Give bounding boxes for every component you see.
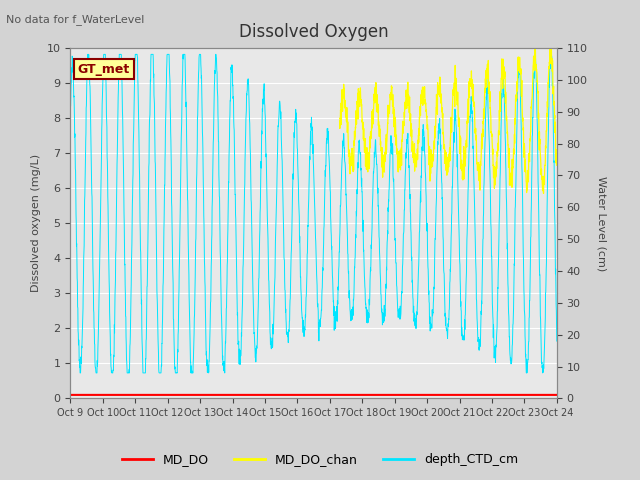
Text: No data for f_WaterLevel: No data for f_WaterLevel <box>6 14 145 25</box>
Legend: MD_DO, MD_DO_chan, depth_CTD_cm: MD_DO, MD_DO_chan, depth_CTD_cm <box>116 448 524 471</box>
Y-axis label: Dissolved oxygen (mg/L): Dissolved oxygen (mg/L) <box>31 154 41 292</box>
Y-axis label: Water Level (cm): Water Level (cm) <box>597 176 607 271</box>
Title: Dissolved Oxygen: Dissolved Oxygen <box>239 23 388 41</box>
Text: GT_met: GT_met <box>77 62 130 75</box>
